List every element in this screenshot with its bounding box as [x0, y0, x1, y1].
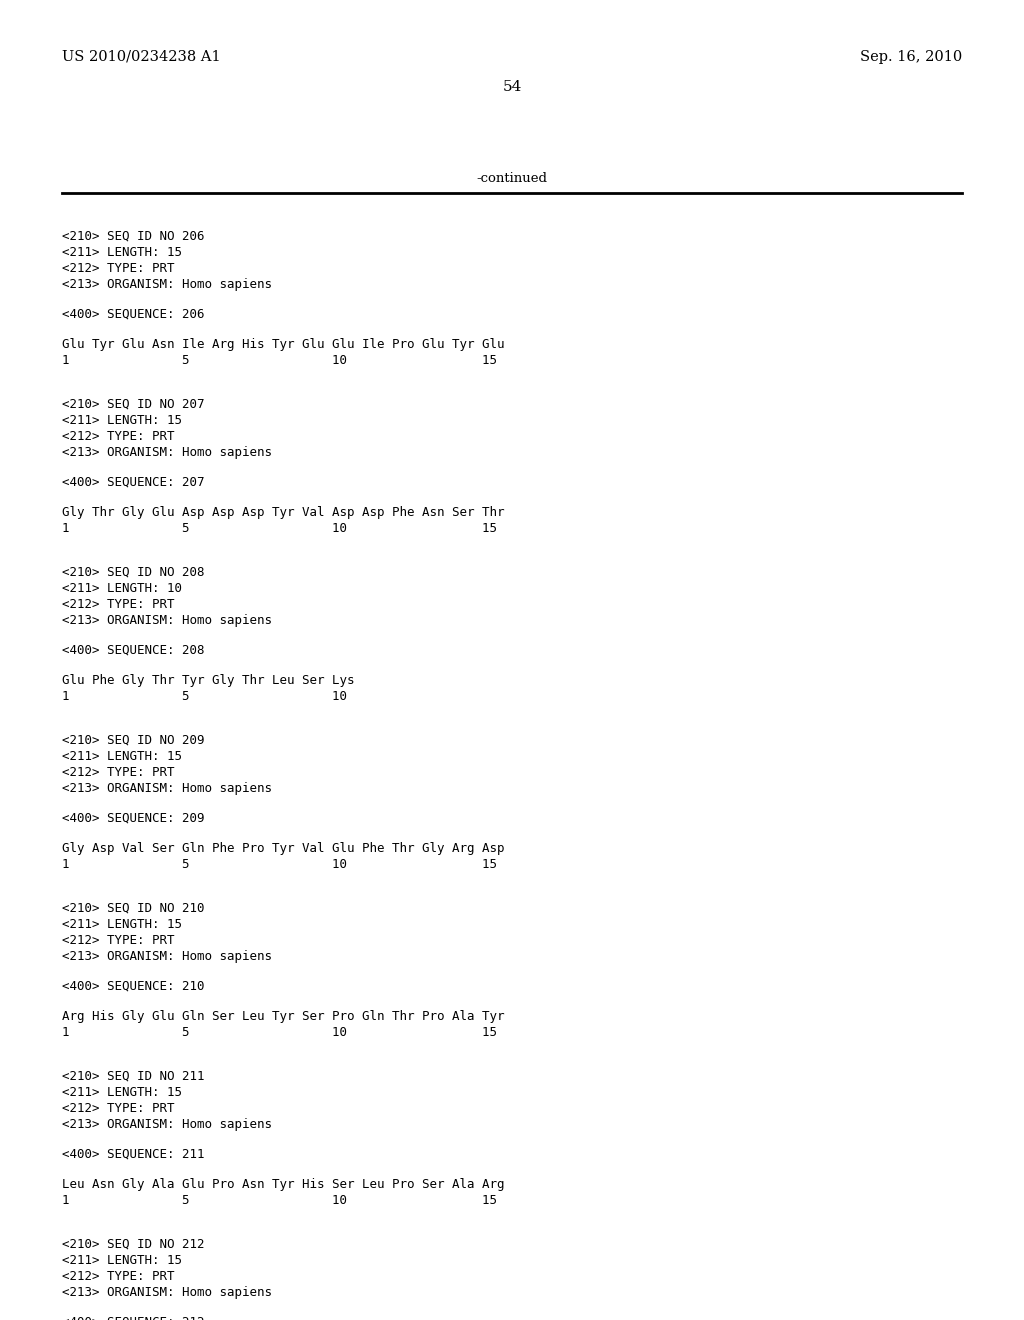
- Text: Sep. 16, 2010: Sep. 16, 2010: [860, 50, 962, 63]
- Text: <400> SEQUENCE: 211: <400> SEQUENCE: 211: [62, 1148, 205, 1162]
- Text: Glu Phe Gly Thr Tyr Gly Thr Leu Ser Lys: Glu Phe Gly Thr Tyr Gly Thr Leu Ser Lys: [62, 675, 354, 686]
- Text: 1               5                   10                  15: 1 5 10 15: [62, 858, 497, 871]
- Text: US 2010/0234238 A1: US 2010/0234238 A1: [62, 50, 220, 63]
- Text: <212> TYPE: PRT: <212> TYPE: PRT: [62, 261, 174, 275]
- Text: Gly Asp Val Ser Gln Phe Pro Tyr Val Glu Phe Thr Gly Arg Asp: Gly Asp Val Ser Gln Phe Pro Tyr Val Glu …: [62, 842, 505, 855]
- Text: <212> TYPE: PRT: <212> TYPE: PRT: [62, 935, 174, 946]
- Text: <211> LENGTH: 15: <211> LENGTH: 15: [62, 414, 182, 426]
- Text: 1               5                   10: 1 5 10: [62, 690, 347, 704]
- Text: <211> LENGTH: 15: <211> LENGTH: 15: [62, 750, 182, 763]
- Text: 54: 54: [503, 81, 521, 94]
- Text: Leu Asn Gly Ala Glu Pro Asn Tyr His Ser Leu Pro Ser Ala Arg: Leu Asn Gly Ala Glu Pro Asn Tyr His Ser …: [62, 1177, 505, 1191]
- Text: <210> SEQ ID NO 211: <210> SEQ ID NO 211: [62, 1071, 205, 1082]
- Text: <213> ORGANISM: Homo sapiens: <213> ORGANISM: Homo sapiens: [62, 279, 272, 290]
- Text: Arg His Gly Glu Gln Ser Leu Tyr Ser Pro Gln Thr Pro Ala Tyr: Arg His Gly Glu Gln Ser Leu Tyr Ser Pro …: [62, 1010, 505, 1023]
- Text: <212> TYPE: PRT: <212> TYPE: PRT: [62, 1270, 174, 1283]
- Text: <213> ORGANISM: Homo sapiens: <213> ORGANISM: Homo sapiens: [62, 1286, 272, 1299]
- Text: <213> ORGANISM: Homo sapiens: <213> ORGANISM: Homo sapiens: [62, 446, 272, 459]
- Text: <212> TYPE: PRT: <212> TYPE: PRT: [62, 598, 174, 611]
- Text: <211> LENGTH: 15: <211> LENGTH: 15: [62, 1254, 182, 1267]
- Text: <212> TYPE: PRT: <212> TYPE: PRT: [62, 1102, 174, 1115]
- Text: <400> SEQUENCE: 212: <400> SEQUENCE: 212: [62, 1316, 205, 1320]
- Text: <211> LENGTH: 10: <211> LENGTH: 10: [62, 582, 182, 595]
- Text: <210> SEQ ID NO 206: <210> SEQ ID NO 206: [62, 230, 205, 243]
- Text: <210> SEQ ID NO 209: <210> SEQ ID NO 209: [62, 734, 205, 747]
- Text: <213> ORGANISM: Homo sapiens: <213> ORGANISM: Homo sapiens: [62, 614, 272, 627]
- Text: <213> ORGANISM: Homo sapiens: <213> ORGANISM: Homo sapiens: [62, 1118, 272, 1131]
- Text: <212> TYPE: PRT: <212> TYPE: PRT: [62, 430, 174, 444]
- Text: <400> SEQUENCE: 208: <400> SEQUENCE: 208: [62, 644, 205, 657]
- Text: <210> SEQ ID NO 208: <210> SEQ ID NO 208: [62, 566, 205, 579]
- Text: <213> ORGANISM: Homo sapiens: <213> ORGANISM: Homo sapiens: [62, 781, 272, 795]
- Text: <211> LENGTH: 15: <211> LENGTH: 15: [62, 246, 182, 259]
- Text: <400> SEQUENCE: 207: <400> SEQUENCE: 207: [62, 477, 205, 488]
- Text: <400> SEQUENCE: 206: <400> SEQUENCE: 206: [62, 308, 205, 321]
- Text: <211> LENGTH: 15: <211> LENGTH: 15: [62, 1086, 182, 1100]
- Text: 1               5                   10                  15: 1 5 10 15: [62, 1195, 497, 1206]
- Text: <211> LENGTH: 15: <211> LENGTH: 15: [62, 917, 182, 931]
- Text: <210> SEQ ID NO 207: <210> SEQ ID NO 207: [62, 399, 205, 411]
- Text: <212> TYPE: PRT: <212> TYPE: PRT: [62, 766, 174, 779]
- Text: <210> SEQ ID NO 212: <210> SEQ ID NO 212: [62, 1238, 205, 1251]
- Text: Gly Thr Gly Glu Asp Asp Asp Tyr Val Asp Asp Phe Asn Ser Thr: Gly Thr Gly Glu Asp Asp Asp Tyr Val Asp …: [62, 506, 505, 519]
- Text: <400> SEQUENCE: 210: <400> SEQUENCE: 210: [62, 979, 205, 993]
- Text: -continued: -continued: [476, 172, 548, 185]
- Text: Glu Tyr Glu Asn Ile Arg His Tyr Glu Glu Ile Pro Glu Tyr Glu: Glu Tyr Glu Asn Ile Arg His Tyr Glu Glu …: [62, 338, 505, 351]
- Text: <213> ORGANISM: Homo sapiens: <213> ORGANISM: Homo sapiens: [62, 950, 272, 964]
- Text: 1               5                   10                  15: 1 5 10 15: [62, 521, 497, 535]
- Text: 1               5                   10                  15: 1 5 10 15: [62, 354, 497, 367]
- Text: <400> SEQUENCE: 209: <400> SEQUENCE: 209: [62, 812, 205, 825]
- Text: 1               5                   10                  15: 1 5 10 15: [62, 1026, 497, 1039]
- Text: <210> SEQ ID NO 210: <210> SEQ ID NO 210: [62, 902, 205, 915]
